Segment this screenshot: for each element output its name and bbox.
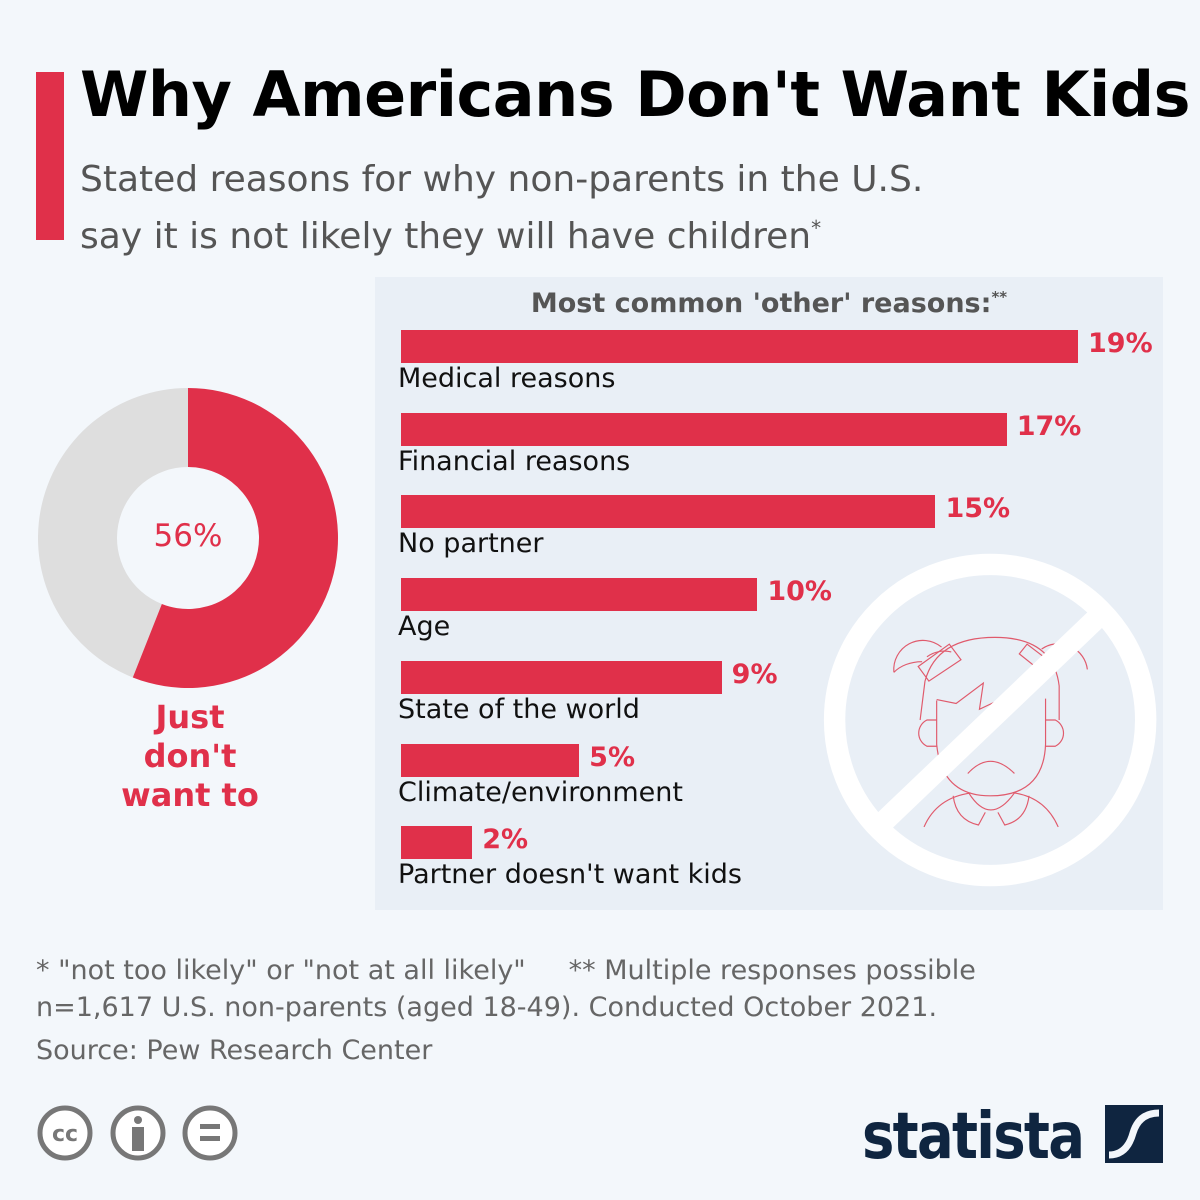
source: Source: Pew Research Center (36, 1035, 433, 1066)
panel-title-mark: ** (991, 288, 1008, 306)
panel-title-text: Most common 'other' reasons: (530, 288, 992, 319)
no-derivatives-icon (182, 1105, 238, 1161)
donut-center-value: 56% (153, 518, 223, 554)
bar-0 (401, 330, 1078, 363)
donut-segment-just-dont-want (132, 388, 338, 688)
donut-chart (38, 388, 338, 688)
bar-value-label: 17% (1016, 410, 1082, 442)
bar-1 (401, 412, 1007, 446)
bar-category-label: No partner (398, 528, 544, 560)
subtitle-line1: Stated reasons for why non-parents in th… (80, 159, 924, 200)
page-title: Why Americans Don't Want Kids (80, 58, 1191, 131)
svg-text:cc: cc (52, 1122, 78, 1147)
bar-value-label: 15% (945, 493, 1011, 525)
bar-category-label: Age (398, 611, 451, 643)
donut-label: Just don't want to (121, 698, 259, 814)
no-child-icon (823, 553, 1157, 887)
attribution-icon (110, 1105, 166, 1161)
license-icons[interactable]: cc (36, 1104, 246, 1164)
bar-4 (401, 660, 722, 694)
bar-3 (401, 578, 758, 612)
statista-logo-mark-icon (1105, 1105, 1163, 1163)
bar-6 (401, 826, 473, 860)
footnote-2: n=1,617 U.S. non-parents (aged 18-49). C… (36, 992, 938, 1023)
statista-logo[interactable]: statista (862, 1100, 1085, 1174)
panel-title: Most common 'other' reasons:** (375, 288, 1163, 319)
bar-value-label: 19% (1088, 328, 1153, 359)
bar-category-label: Partner doesn't want kids (398, 859, 742, 891)
footnote-1: * "not too likely" or "not at all likely… (36, 955, 976, 986)
subtitle-line2: say it is not likely they will have chil… (80, 216, 812, 257)
donut-segment-other (38, 388, 188, 678)
bar-category-label: State of the world (398, 693, 640, 725)
subtitle-footnote-mark: * (811, 216, 822, 240)
bar-value-label: 5% (589, 741, 635, 773)
bar-category-label: Climate/environment (398, 776, 683, 808)
bar-category-label: Medical reasons (398, 363, 616, 394)
bar-category-label: Financial reasons (398, 445, 631, 477)
bar-value-label: 10% (767, 576, 832, 608)
bar-2 (401, 495, 936, 529)
subtitle: Stated reasons for why non-parents in th… (80, 156, 980, 261)
accent-bar (36, 72, 64, 240)
bar-value-label: 2% (482, 824, 529, 856)
bar-value-label: 9% (731, 658, 778, 690)
bar-5 (401, 743, 580, 777)
cc-icon: cc (37, 1105, 93, 1161)
